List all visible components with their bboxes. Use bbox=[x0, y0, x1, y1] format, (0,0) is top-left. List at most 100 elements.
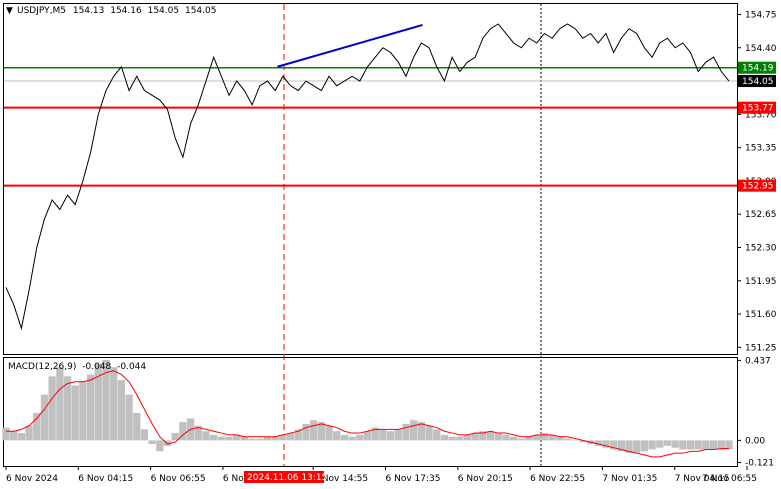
macd-histogram-bar bbox=[456, 436, 464, 441]
x-tick-label: 6 Nov 14:55 bbox=[313, 474, 368, 484]
y-tick-label: 152.30 bbox=[745, 243, 777, 253]
current-price-label: 154.05 bbox=[742, 77, 774, 87]
macd-y-tick-label: 0.00 bbox=[745, 436, 765, 446]
macd-histogram-bar bbox=[417, 422, 425, 441]
macd-histogram-bar bbox=[348, 436, 356, 441]
macd-histogram-bar bbox=[102, 359, 110, 441]
macd-signal-value: -0.044 bbox=[117, 362, 146, 372]
macd-histogram-bar bbox=[171, 433, 179, 441]
chart-header: USDJPY,M5 154.13 154.16 154.05 154.05 bbox=[17, 6, 216, 16]
macd-histogram-bar bbox=[463, 434, 472, 441]
level-tag-label: 152.95 bbox=[742, 182, 774, 192]
macd-signal-line bbox=[6, 370, 730, 458]
macd-histogram-bar bbox=[340, 434, 349, 441]
macd-histogram-bar bbox=[356, 434, 364, 441]
macd-histogram-bar bbox=[517, 438, 525, 441]
symbol-label: USDJPY,M5 bbox=[17, 6, 66, 16]
macd-histogram-bar bbox=[71, 385, 79, 441]
macd-histogram-bar bbox=[17, 433, 26, 441]
macd-histogram-bar bbox=[471, 433, 479, 441]
current-price-tag bbox=[738, 75, 776, 88]
macd-histogram-bar bbox=[302, 423, 310, 441]
y-tick-label: 154.75 bbox=[745, 10, 777, 20]
price-y-axis: 154.75154.40154.05153.70153.35153.00152.… bbox=[737, 10, 777, 353]
level-tag bbox=[738, 61, 776, 74]
macd-histogram-bar bbox=[25, 425, 33, 441]
levels-layer bbox=[4, 66, 737, 187]
macd-histogram-bar bbox=[702, 440, 710, 450]
macd-histogram-bar bbox=[679, 440, 687, 450]
x-tick-label: 7 Nov 06:55 bbox=[702, 474, 757, 484]
close-value: 154.05 bbox=[185, 6, 217, 16]
macd-histogram-bar bbox=[256, 438, 264, 441]
price-panel-frame bbox=[3, 3, 738, 355]
crosshair-time-label: 2024.11.06 13:15 bbox=[247, 473, 327, 483]
macd-histogram-bar bbox=[540, 433, 549, 441]
price-layer bbox=[5, 23, 730, 331]
y-tick-label: 153.70 bbox=[745, 110, 777, 120]
macd-histogram-bar bbox=[202, 431, 210, 441]
macd-y-tick-label: -0.121 bbox=[745, 459, 774, 469]
macd-histogram-bar bbox=[394, 429, 402, 441]
macd-histogram-bar bbox=[579, 440, 587, 443]
macd-histogram-bar bbox=[433, 429, 441, 441]
macd-histogram-bar bbox=[633, 440, 641, 454]
level-tag-label: 154.19 bbox=[742, 64, 774, 74]
macd-header: MACD(12,26,9) -0.048 -0.044 bbox=[8, 362, 146, 372]
macd-histogram-bar bbox=[294, 429, 302, 441]
macd-histogram-bar bbox=[617, 440, 625, 452]
macd-histogram-bar bbox=[717, 440, 725, 450]
macd-histogram-bar bbox=[33, 412, 41, 441]
x-tick-label: 6 Nov 17:35 bbox=[386, 474, 441, 484]
level-tag bbox=[738, 101, 776, 114]
macd-histogram-bar bbox=[671, 440, 679, 448]
macd-histogram-bar bbox=[325, 425, 333, 441]
open-value: 154.13 bbox=[73, 6, 105, 16]
macd-histogram-bar bbox=[56, 367, 64, 441]
x-tick-label: 6 Nov 20:15 bbox=[458, 474, 513, 484]
macd-histogram-bar bbox=[179, 422, 187, 441]
macd-histogram-bar bbox=[217, 436, 226, 441]
macd-histogram-bar bbox=[425, 425, 433, 441]
x-tick-label: 7 Nov 04:15 bbox=[675, 474, 730, 484]
macd-histogram-bar bbox=[548, 434, 556, 441]
x-tick-label: 6 Nov 04:15 bbox=[78, 474, 133, 484]
macd-histogram-bar bbox=[48, 376, 56, 441]
macd-histogram-bar bbox=[486, 431, 495, 441]
symbol-dropdown-icon[interactable]: ▼ bbox=[6, 6, 13, 16]
macd-histogram-bar bbox=[640, 440, 649, 452]
macd-histogram-bar bbox=[2, 427, 10, 441]
macd-histogram-bar bbox=[148, 440, 156, 445]
low-value: 154.05 bbox=[148, 6, 180, 16]
level-tag bbox=[738, 179, 776, 192]
macd-histogram-bar bbox=[156, 440, 164, 452]
macd-histogram-bar bbox=[509, 436, 518, 441]
crosshair-time-tag bbox=[244, 471, 324, 483]
macd-histogram-bar bbox=[594, 440, 602, 446]
macd-histogram-bar bbox=[440, 434, 449, 441]
macd-histogram-bar bbox=[656, 440, 664, 448]
macd-histogram-bar bbox=[194, 425, 202, 441]
macd-histogram-bar bbox=[333, 431, 341, 441]
y-tick-label: 153.35 bbox=[745, 144, 777, 154]
macd-histogram-bar bbox=[317, 422, 326, 441]
macd-histogram-bar bbox=[609, 440, 618, 450]
trend-line[interactable] bbox=[277, 23, 423, 68]
macd-y-tick-label: 0.437 bbox=[745, 356, 771, 366]
macd-histogram-bar bbox=[110, 367, 118, 441]
macd-histogram-bar bbox=[479, 431, 487, 441]
macd-label: MACD(12,26,9) bbox=[8, 362, 76, 372]
macd-histogram-bar bbox=[240, 436, 249, 441]
macd-histogram-bar bbox=[79, 381, 87, 441]
y-tick-label: 151.95 bbox=[745, 277, 777, 287]
macd-histogram-bar bbox=[502, 434, 510, 441]
macd-histogram-bar bbox=[117, 379, 126, 441]
macd-histogram-bar bbox=[648, 440, 656, 450]
macd-histogram-bar bbox=[386, 431, 395, 441]
macd-histogram-bar bbox=[494, 433, 502, 441]
macd-layer bbox=[2, 359, 733, 458]
macd-y-axis: 0.437 0.00 -0.121 bbox=[737, 356, 774, 469]
macd-histogram-bar bbox=[263, 436, 272, 441]
macd-histogram-bar bbox=[10, 431, 18, 441]
